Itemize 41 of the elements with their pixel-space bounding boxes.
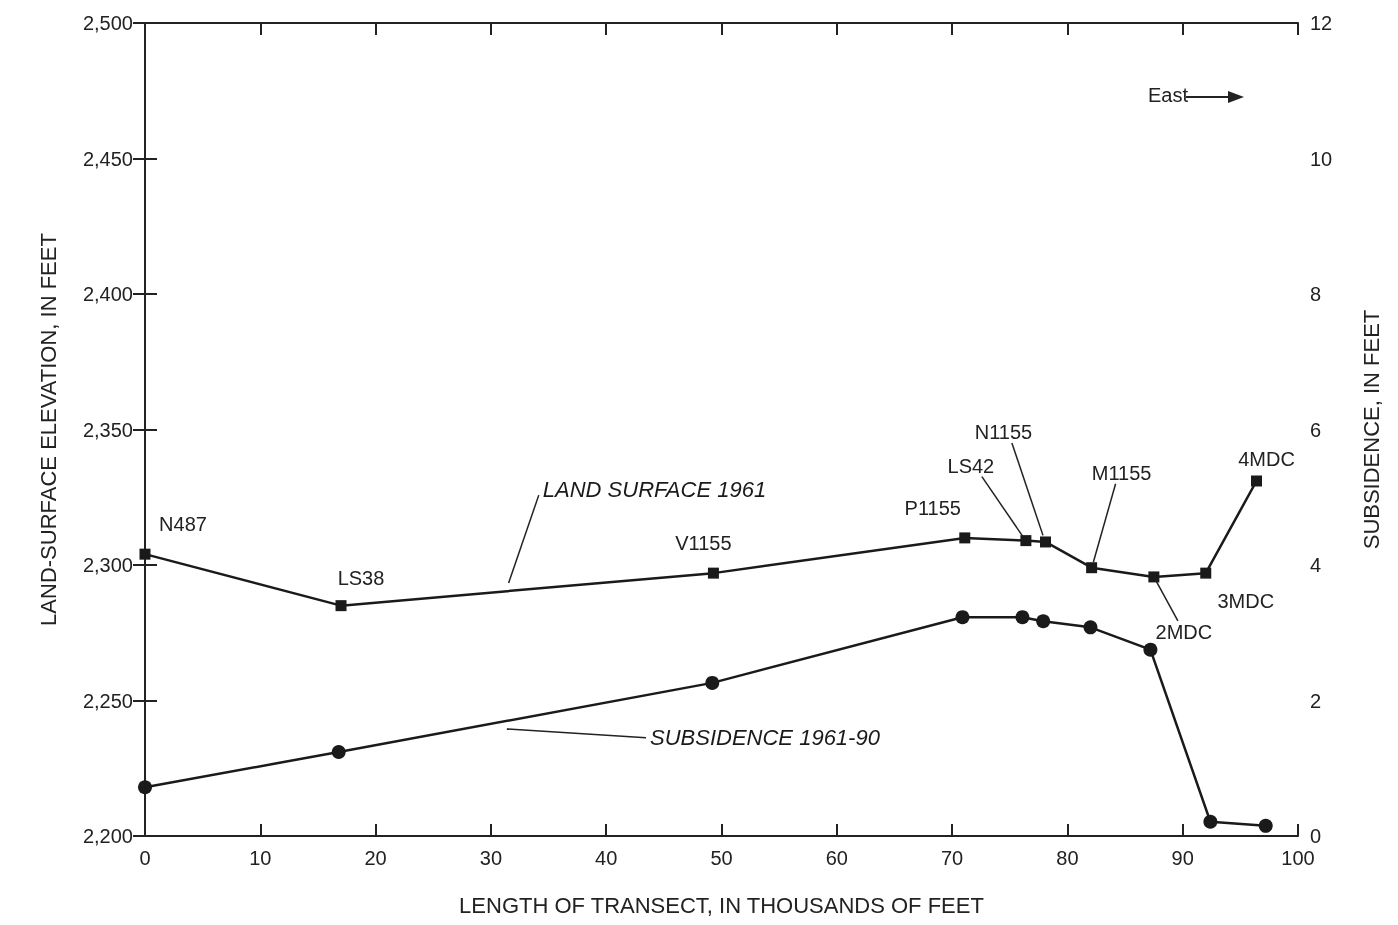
annotation: P1155 [904, 496, 961, 519]
x-axis-title: LENGTH OF TRANSECT, IN THOUSANDS OF FEET [459, 892, 984, 918]
y-tick-label: 2,450 [82, 147, 133, 170]
series-label: SUBSIDENCE 1961-90 [650, 725, 881, 751]
annotation: 2MDC [1155, 620, 1213, 643]
x-tick-label: 80 [1056, 847, 1079, 869]
y2-tick-label: 12 [1310, 12, 1333, 34]
annotation: M1155 [1091, 461, 1152, 484]
annotation: 3MDC [1217, 590, 1275, 613]
y-tick-label: 2,300 [82, 554, 133, 576]
y-tick-label: 2,200 [82, 825, 133, 847]
y2-tick-label: 0 [1310, 825, 1322, 847]
annotation: LS42 [947, 454, 995, 477]
annotation: LS38 [337, 566, 385, 589]
x-tick-label: 30 [479, 847, 503, 869]
annotation: 4MDC [1238, 447, 1295, 470]
x-tick-label: 0 [139, 847, 151, 869]
y-tick-label: 2,500 [82, 12, 133, 34]
y2-tick-label: 2 [1310, 689, 1322, 712]
y-tick-label: 2,250 [82, 689, 133, 712]
x-tick-label: 60 [825, 847, 848, 869]
x-tick-label: 100 [1281, 847, 1315, 869]
x-tick-label: 10 [249, 847, 272, 869]
x-tick-label: 20 [364, 847, 387, 869]
x-tick-label: 50 [710, 847, 733, 869]
annotation: East [1147, 84, 1189, 106]
y-axis-title: LAND-SURFACE ELEVATION, IN FEET [35, 233, 61, 626]
y2-tick-label: 6 [1310, 418, 1322, 441]
x-tick-label: 40 [595, 847, 618, 869]
annotation: N487 [159, 513, 207, 536]
y2-axis-title: SUBSIDENCE, IN FEET [1358, 309, 1384, 550]
y-tick-label: 2,400 [82, 283, 133, 305]
annotation: N1155 [974, 420, 1033, 443]
annotation: V1155 [675, 532, 732, 555]
y2-tick-label: 4 [1310, 554, 1322, 576]
y2-tick-label: 10 [1310, 147, 1333, 170]
text: LAND SURFACE 1961 [542, 476, 767, 502]
x-tick-label: 90 [1171, 847, 1194, 869]
y2-tick-label: 8 [1310, 283, 1322, 305]
x-tick-label: 70 [940, 847, 964, 869]
y-tick-label: 2,350 [82, 418, 133, 441]
